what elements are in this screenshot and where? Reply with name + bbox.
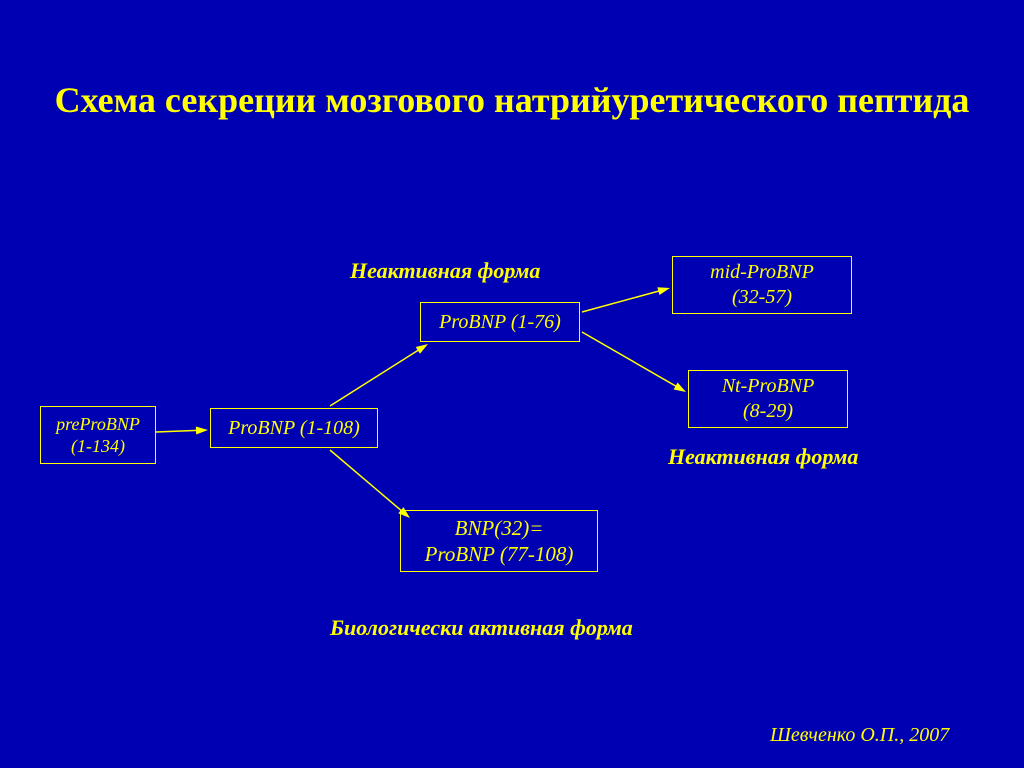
- slide-title: Схема секреции мозгового натрийуретическ…: [0, 80, 1024, 121]
- slide: Схема секреции мозгового натрийуретическ…: [0, 0, 1024, 768]
- label-inactive-right: Неактивная форма: [668, 444, 858, 470]
- node-mid-probnp: mid-ProBNP (32-57): [672, 256, 852, 314]
- citation: Шевченко О.П., 2007: [770, 724, 949, 747]
- label-active-bottom: Биологически активная форма: [330, 615, 633, 641]
- node-probnp-76: ProBNP (1-76): [420, 302, 580, 342]
- node-preprobnp: preProBNP (1-134): [40, 406, 156, 464]
- node-nt-probnp: Nt-ProBNP (8-29): [688, 370, 848, 428]
- node-bnp32: BNP(32)= ProBNP (77-108): [400, 510, 598, 572]
- node-probnp-108: ProBNP (1-108): [210, 408, 378, 448]
- label-inactive-top: Неактивная форма: [350, 258, 540, 284]
